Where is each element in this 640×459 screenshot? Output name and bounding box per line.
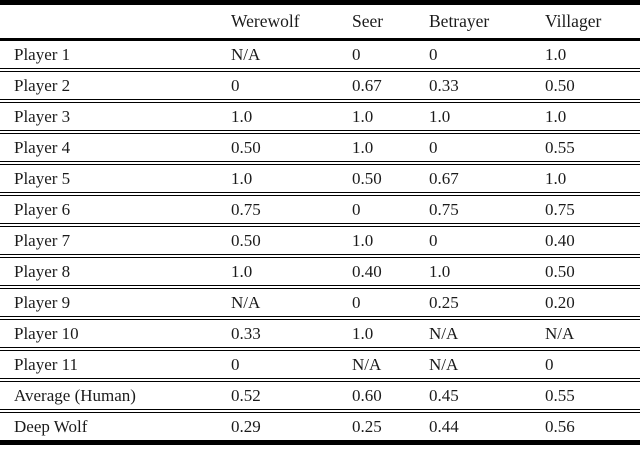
cell-seer: 0.60 [352,380,429,413]
row-label: Player 3 [0,101,231,134]
cell-betrayer: 0 [429,132,545,165]
cell-betrayer: 1.0 [429,256,545,289]
cell-werewolf: 0.33 [231,318,352,351]
cell-werewolf: 1.0 [231,256,352,289]
row-label: Average (Human) [0,380,231,413]
row-label: Player 6 [0,194,231,227]
cell-betrayer: 0 [429,225,545,258]
cell-werewolf: 1.0 [231,101,352,134]
cell-werewolf: 0 [231,349,352,382]
cell-villager: 1.0 [545,39,640,72]
cell-betrayer: 0.25 [429,287,545,320]
cell-betrayer: N/A [429,318,545,351]
cell-seer: 0 [352,39,429,72]
column-header-seer: Seer [352,2,429,41]
cell-villager: 0 [545,349,640,382]
column-header-villager: Villager [545,2,640,41]
cell-betrayer: N/A [429,349,545,382]
cell-seer: 0 [352,287,429,320]
cell-werewolf: N/A [231,39,352,72]
row-label: Player 1 [0,39,231,72]
row-label: Player 8 [0,256,231,289]
cell-seer: 1.0 [352,132,429,165]
cell-betrayer: 0.44 [429,417,459,436]
row-label: Player 11 [0,349,231,382]
table-row-player-6: Player 6 0.75 0 0.75 0.75 [0,194,640,227]
row-label: Player 10 [0,318,231,351]
cell-seer: 0.25 [352,417,382,436]
cell-villager: 0.50 [545,256,640,289]
cell-villager: 0.55 [545,380,640,413]
cell-werewolf: 1.0 [231,163,352,196]
cell-werewolf: 0 [231,70,352,103]
row-label: Player 2 [0,70,231,103]
table-row-player-11: Player 11 0 N/A N/A 0 [0,349,640,382]
table-row-player-10: Player 10 0.33 1.0 N/A N/A [0,318,640,351]
results-table: Werewolf Seer Betrayer Villager Player 1… [0,0,640,445]
cell-seer: 1.0 [352,225,429,258]
table-row-player-5: Player 5 1.0 0.50 0.67 1.0 [0,163,640,196]
row-label: Player 9 [0,287,231,320]
cell-werewolf: 0.29 [231,417,261,436]
cell-seer: 0.40 [352,256,429,289]
cell-villager: 0.40 [545,225,640,258]
row-label: Player 4 [0,132,231,165]
cell-werewolf: 0.75 [231,194,352,227]
table-row-average-human: Average (Human) 0.52 0.60 0.45 0.55 [0,380,640,413]
table-row-player-4: Player 4 0.50 1.0 0 0.55 [0,132,640,165]
cell-betrayer: 0 [429,39,545,72]
cell-villager: 0.50 [545,70,640,103]
cell-werewolf: 0.50 [231,132,352,165]
row-label: Player 5 [0,163,231,196]
column-header-betrayer: Betrayer [429,2,545,41]
row-label: Player 7 [0,225,231,258]
cell-villager: 0.56 [545,417,575,436]
cell-betrayer: 0.33 [429,70,545,103]
cell-werewolf: N/A [231,287,352,320]
cell-villager: 0.20 [545,287,640,320]
cell-seer: N/A [352,349,429,382]
cell-werewolf: 0.50 [231,225,352,258]
row-label: Deep Wolf [14,417,88,436]
cell-seer: 0 [352,194,429,227]
table-row-player-3: Player 3 1.0 1.0 1.0 1.0 [0,101,640,134]
cell-villager: 1.0 [545,101,640,134]
cell-betrayer: 0.75 [429,194,545,227]
table-row-deep-wolf: Deep Wolf 0.29 0.25 0.44 0.56 [0,411,640,443]
table-row-player-2: Player 2 0 0.67 0.33 0.50 [0,70,640,103]
cell-werewolf: 0.52 [231,380,352,413]
cell-villager: 0.75 [545,194,640,227]
cell-seer: 0.67 [352,70,429,103]
cell-villager: 1.0 [545,163,640,196]
cell-villager: 0.55 [545,132,640,165]
column-header-werewolf: Werewolf [231,2,352,41]
table-row-player-9: Player 9 N/A 0 0.25 0.20 [0,287,640,320]
table-row-player-7: Player 7 0.50 1.0 0 0.40 [0,225,640,258]
cell-betrayer: 0.67 [429,163,545,196]
column-header-blank [0,2,231,41]
cell-betrayer: 1.0 [429,101,545,134]
table-row-player-8: Player 8 1.0 0.40 1.0 0.50 [0,256,640,289]
header-row: Werewolf Seer Betrayer Villager [0,2,640,41]
cell-villager: N/A [545,318,640,351]
cell-seer: 1.0 [352,101,429,134]
cell-betrayer: 0.45 [429,380,545,413]
cell-seer: 1.0 [352,318,429,351]
cell-seer: 0.50 [352,163,429,196]
table-row-player-1: Player 1 N/A 0 0 1.0 [0,39,640,72]
